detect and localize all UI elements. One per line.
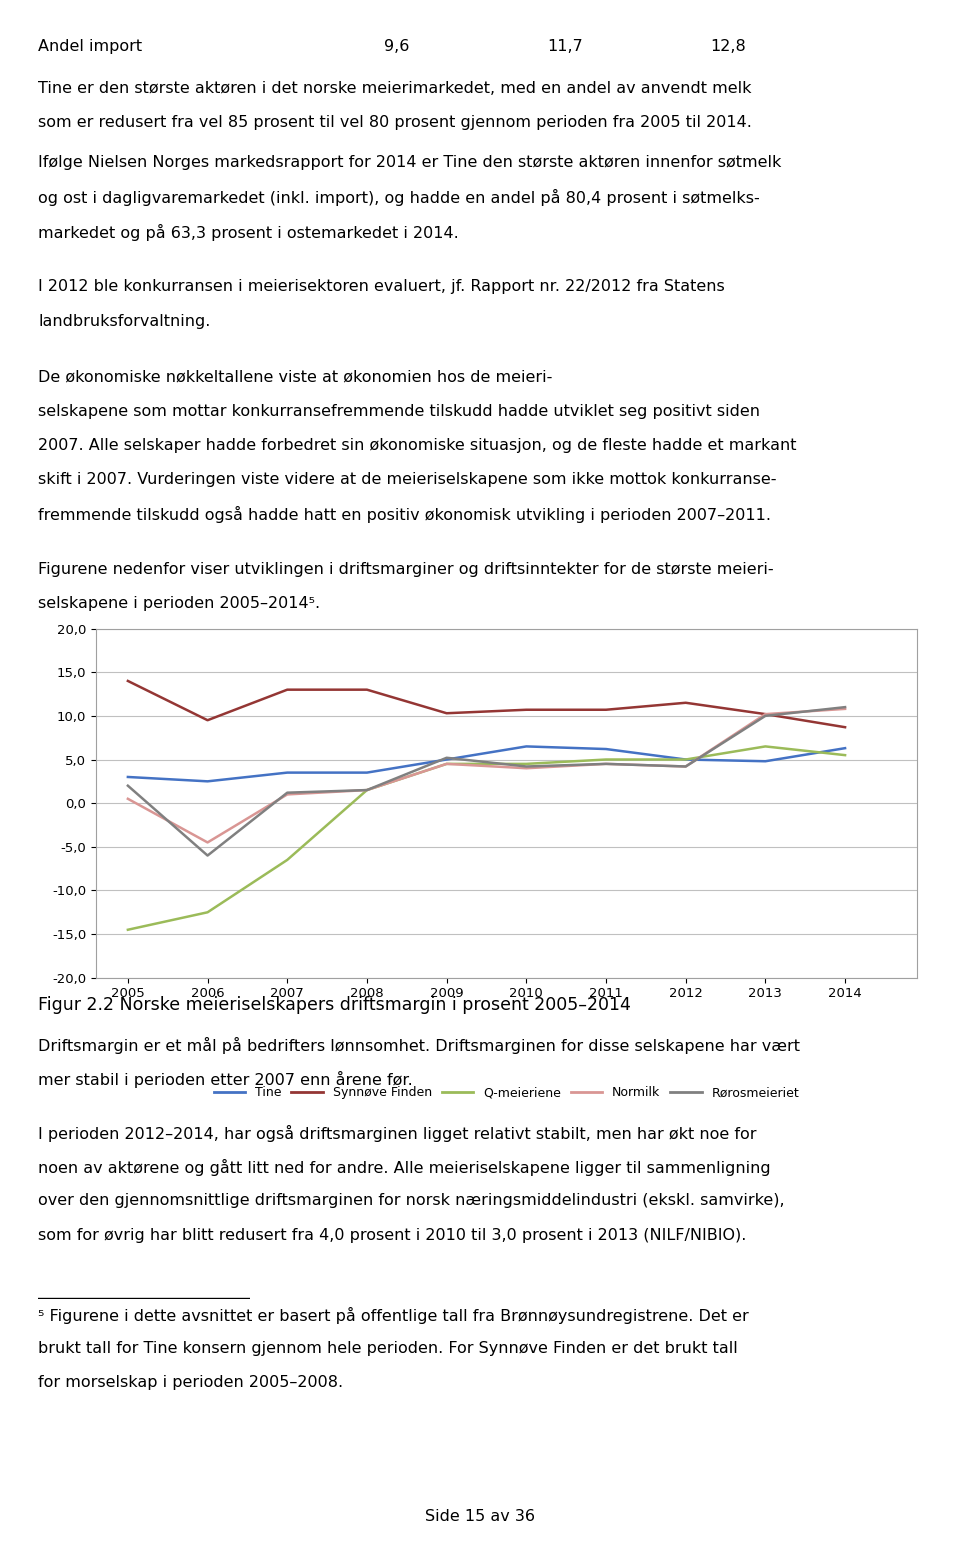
Text: over den gjennomsnittlige driftsmarginen for norsk næringsmiddelindustri (ekskl.: over den gjennomsnittlige driftsmarginen…	[38, 1193, 785, 1209]
Text: 11,7: 11,7	[547, 39, 583, 54]
Text: I perioden 2012–2014, har også driftsmarginen ligget relativt stabilt, men har ø: I perioden 2012–2014, har også driftsmar…	[38, 1125, 756, 1142]
Text: selskapene i perioden 2005–2014⁵.: selskapene i perioden 2005–2014⁵.	[38, 596, 321, 611]
Text: 9,6: 9,6	[384, 39, 409, 54]
Text: som for øvrig har blitt redusert fra 4,0 prosent i 2010 til 3,0 prosent i 2013 (: som for øvrig har blitt redusert fra 4,0…	[38, 1228, 747, 1243]
Text: markedet og på 63,3 prosent i ostemarkedet i 2014.: markedet og på 63,3 prosent i ostemarked…	[38, 223, 459, 241]
Text: Driftsmargin er et mål på bedrifters lønnsomhet. Driftsmarginen for disse selska: Driftsmargin er et mål på bedrifters løn…	[38, 1037, 801, 1054]
Text: Side 15 av 36: Side 15 av 36	[425, 1509, 535, 1524]
Text: landbruksforvaltning.: landbruksforvaltning.	[38, 314, 211, 329]
Text: for morselskap i perioden 2005–2008.: for morselskap i perioden 2005–2008.	[38, 1375, 344, 1391]
Text: ⁵ Figurene i dette avsnittet er basert på offentlige tall fra Brønnøysundregistr: ⁵ Figurene i dette avsnittet er basert p…	[38, 1307, 749, 1324]
Text: Ifølge Nielsen Norges markedsrapport for 2014 er Tine den største aktøren innenf: Ifølge Nielsen Norges markedsrapport for…	[38, 155, 781, 171]
Text: selskapene som mottar konkurransefremmende tilskudd hadde utviklet seg positivt : selskapene som mottar konkurransefremmen…	[38, 404, 760, 419]
Text: I 2012 ble konkurransen i meierisektoren evaluert, jf. Rapport nr. 22/2012 fra S: I 2012 ble konkurransen i meierisektoren…	[38, 279, 725, 295]
Text: Tine er den største aktøren i det norske meierimarkedet, med en andel av anvendt: Tine er den største aktøren i det norske…	[38, 81, 752, 96]
Text: og ost i dagligvaremarkedet (inkl. import), og hadde en andel på 80,4 prosent i : og ost i dagligvaremarkedet (inkl. impor…	[38, 189, 760, 206]
Text: fremmende tilskudd også hadde hatt en positiv økonomisk utvikling i perioden 200: fremmende tilskudd også hadde hatt en po…	[38, 506, 772, 523]
Text: Figur 2.2 Norske meieriselskapers driftsmargin i prosent 2005–2014: Figur 2.2 Norske meieriselskapers drifts…	[38, 996, 632, 1015]
Text: som er redusert fra vel 85 prosent til vel 80 prosent gjennom perioden fra 2005 : som er redusert fra vel 85 prosent til v…	[38, 115, 753, 130]
Text: skift i 2007. Vurderingen viste videre at de meieriselskapene som ikke mottok ko: skift i 2007. Vurderingen viste videre a…	[38, 472, 777, 487]
Text: 2007. Alle selskaper hadde forbedret sin økonomiske situasjon, og de fleste hadd: 2007. Alle selskaper hadde forbedret sin…	[38, 438, 797, 453]
Text: Andel import: Andel import	[38, 39, 142, 54]
Text: Figurene nedenfor viser utviklingen i driftsmarginer og driftsinntekter for de s: Figurene nedenfor viser utviklingen i dr…	[38, 562, 774, 577]
Text: De økonomiske nøkkeltallene viste at økonomien hos de meieri-: De økonomiske nøkkeltallene viste at øko…	[38, 369, 553, 385]
Text: brukt tall for Tine konsern gjennom hele perioden. For Synnøve Finden er det bru: brukt tall for Tine konsern gjennom hele…	[38, 1341, 738, 1356]
Text: noen av aktørene og gått litt ned for andre. Alle meieriselskapene ligger til sa: noen av aktørene og gått litt ned for an…	[38, 1159, 771, 1176]
Text: mer stabil i perioden etter 2007 enn årene før.: mer stabil i perioden etter 2007 enn åre…	[38, 1071, 413, 1088]
Text: 12,8: 12,8	[710, 39, 746, 54]
Legend: Tine, Synnøve Finden, Q-meieriene, Normilk, Rørosmeieriet: Tine, Synnøve Finden, Q-meieriene, Normi…	[208, 1082, 804, 1103]
